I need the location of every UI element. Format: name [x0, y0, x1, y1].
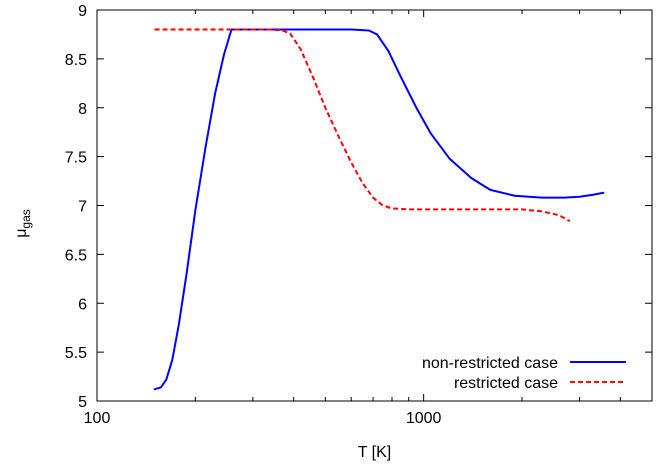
y-tick-label: 8 [78, 101, 87, 118]
y-tick-label: 5.5 [65, 345, 87, 362]
series-line-2 [154, 28, 571, 223]
y-axis-label-main: μ [13, 229, 30, 238]
legend-label: restricted case [454, 375, 558, 392]
plot-frame [96, 9, 653, 402]
y-tick-label: 9 [78, 3, 87, 20]
legend-label: non-restricted case [422, 355, 558, 372]
y-tick-label: 5 [78, 394, 87, 411]
series-lines [153, 28, 605, 391]
y-tick-label: 6 [78, 296, 87, 313]
y-axis-label: μgas [13, 209, 33, 238]
y-tick-label: 7 [78, 199, 87, 216]
x-axis-label: T [K] [358, 444, 392, 461]
plot-area [96, 9, 653, 402]
legend: non-restricted case restricted case [422, 355, 626, 392]
y-tick-label: 6.5 [65, 247, 87, 264]
x-tick-label: 1000 [406, 410, 442, 427]
y-tick-label: 8.5 [65, 52, 87, 69]
y-axis-ticks: 5 5.5 6 6.5 7 7.5 8 8.5 9 [65, 3, 652, 411]
y-axis-label-subscript: gas [19, 209, 33, 228]
series-line-1 [153, 28, 605, 391]
x-tick-label: 100 [84, 410, 111, 427]
y-tick-label: 7.5 [65, 150, 87, 167]
x-axis-ticks: 100 1000 [84, 10, 653, 427]
